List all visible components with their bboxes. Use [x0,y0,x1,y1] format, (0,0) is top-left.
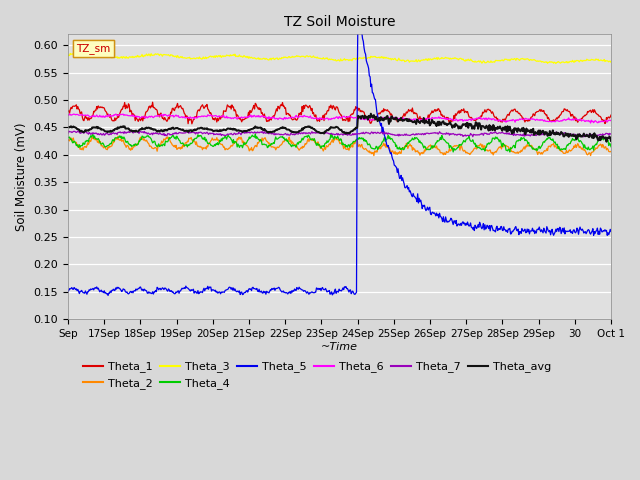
Theta_2 [214,137,222,143]
Theta_6 [131,114,138,120]
Line: Theta_3: Theta_3 [68,53,611,63]
Theta_2 [114,133,122,139]
Theta_avg [406,118,414,124]
Theta_6 [75,112,83,118]
Theta_1 [74,104,82,109]
Theta_3 [406,59,414,64]
Line: Theta_4: Theta_4 [68,134,611,152]
Theta_4 [252,131,259,137]
Line: Theta_6: Theta_6 [68,114,611,123]
Title: TZ Soil Moisture: TZ Soil Moisture [284,15,396,29]
Theta_5 [74,287,82,292]
Theta_5 [423,206,431,212]
Line: Theta_7: Theta_7 [68,131,611,137]
Theta_6 [406,117,414,123]
Theta_7 [74,128,82,134]
Line: Theta_5: Theta_5 [68,9,611,296]
Theta_3 [607,60,615,65]
Theta_1 [186,117,193,123]
Theta_6 [64,112,72,118]
Line: Theta_1: Theta_1 [68,102,611,124]
Theta_1 [423,116,431,122]
Theta_7 [214,131,222,137]
Theta_4 [422,146,430,152]
Theta_4 [130,142,138,147]
Theta_6 [214,114,222,120]
Theta_avg [74,126,82,132]
Theta_3 [131,55,138,60]
Theta_avg [214,128,221,133]
Theta_2 [64,137,72,143]
Theta_2 [370,153,378,158]
Theta_3 [186,54,193,60]
Theta_4 [214,140,221,145]
Y-axis label: Soil Moisture (mV): Soil Moisture (mV) [15,122,28,231]
Theta_avg [185,128,193,133]
Legend: Theta_1, Theta_2, Theta_3, Theta_4, Theta_5, Theta_6, Theta_7, Theta_avg: Theta_1, Theta_2, Theta_3, Theta_4, Thet… [79,357,556,393]
Theta_1 [607,112,615,118]
Theta_7 [406,132,414,138]
Theta_3 [81,50,89,56]
Theta_5 [214,290,222,296]
Theta_6 [587,120,595,126]
Theta_5 [131,288,138,294]
Theta_2 [186,136,193,142]
Theta_7 [580,134,588,140]
Theta_3 [214,53,222,59]
X-axis label: ~Time: ~Time [321,342,358,351]
Theta_3 [74,51,82,57]
Theta_1 [407,107,415,113]
Theta_5 [407,190,415,196]
Theta_1 [148,99,156,105]
Theta_5 [104,293,112,299]
Theta_6 [422,116,430,122]
Theta_2 [423,145,431,151]
Theta_4 [64,134,72,140]
Theta_1 [188,121,196,127]
Theta_2 [607,148,615,154]
Line: Theta_avg: Theta_avg [68,114,611,142]
Line: Theta_2: Theta_2 [68,136,611,156]
Theta_avg [130,128,138,134]
Theta_6 [66,111,74,117]
Theta_5 [186,287,193,293]
Theta_4 [406,138,414,144]
Theta_2 [131,143,138,149]
Theta_5 [355,6,363,12]
Theta_6 [186,115,193,120]
Theta_3 [422,56,430,61]
Theta_1 [215,116,223,122]
Theta_avg [422,118,430,123]
Theta_7 [186,129,193,135]
Theta_avg [603,139,611,144]
Theta_7 [607,131,615,137]
Theta_4 [74,143,82,149]
Theta_7 [131,129,138,134]
Theta_avg [64,124,72,130]
Theta_7 [64,131,72,136]
Theta_3 [552,60,560,66]
Theta_6 [607,118,615,124]
Theta_4 [185,142,193,148]
Theta_4 [607,144,615,150]
Theta_1 [130,111,138,117]
Theta_5 [607,228,615,234]
Theta_1 [64,108,72,114]
Theta_2 [74,144,82,150]
Theta_avg [367,111,374,117]
Theta_5 [64,288,72,294]
Theta_2 [407,143,415,149]
Theta_7 [75,129,83,134]
Theta_7 [422,131,430,136]
Theta_3 [64,52,72,58]
Theta_avg [607,138,615,144]
Theta_4 [506,149,514,155]
